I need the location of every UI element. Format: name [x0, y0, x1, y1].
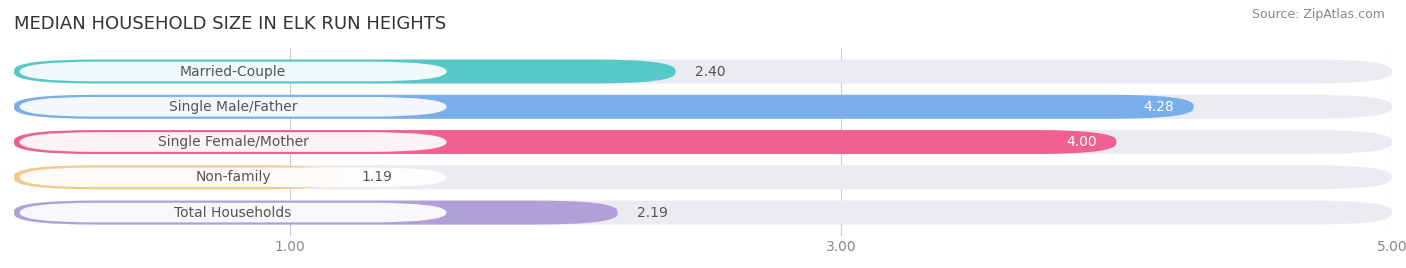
Text: 4.00: 4.00 — [1066, 135, 1097, 149]
FancyBboxPatch shape — [14, 95, 1194, 119]
Text: Single Female/Mother: Single Female/Mother — [157, 135, 308, 149]
Text: 2.19: 2.19 — [637, 206, 668, 219]
FancyBboxPatch shape — [20, 168, 447, 187]
FancyBboxPatch shape — [20, 97, 447, 117]
Text: Single Male/Father: Single Male/Father — [169, 100, 298, 114]
FancyBboxPatch shape — [14, 59, 675, 84]
Text: Married-Couple: Married-Couple — [180, 65, 287, 79]
FancyBboxPatch shape — [14, 95, 1392, 119]
FancyBboxPatch shape — [14, 130, 1116, 154]
FancyBboxPatch shape — [20, 62, 447, 81]
Text: Non-family: Non-family — [195, 170, 271, 184]
FancyBboxPatch shape — [14, 165, 342, 189]
Text: MEDIAN HOUSEHOLD SIZE IN ELK RUN HEIGHTS: MEDIAN HOUSEHOLD SIZE IN ELK RUN HEIGHTS — [14, 15, 446, 33]
FancyBboxPatch shape — [20, 203, 447, 222]
FancyBboxPatch shape — [14, 130, 1392, 154]
Text: Source: ZipAtlas.com: Source: ZipAtlas.com — [1251, 8, 1385, 21]
FancyBboxPatch shape — [14, 200, 1392, 225]
FancyBboxPatch shape — [20, 132, 447, 152]
FancyBboxPatch shape — [14, 165, 1392, 189]
Text: 1.19: 1.19 — [361, 170, 392, 184]
Text: 4.28: 4.28 — [1143, 100, 1174, 114]
FancyBboxPatch shape — [14, 59, 1392, 84]
FancyBboxPatch shape — [14, 200, 617, 225]
Text: 2.40: 2.40 — [695, 65, 725, 79]
Text: Total Households: Total Households — [174, 206, 292, 219]
